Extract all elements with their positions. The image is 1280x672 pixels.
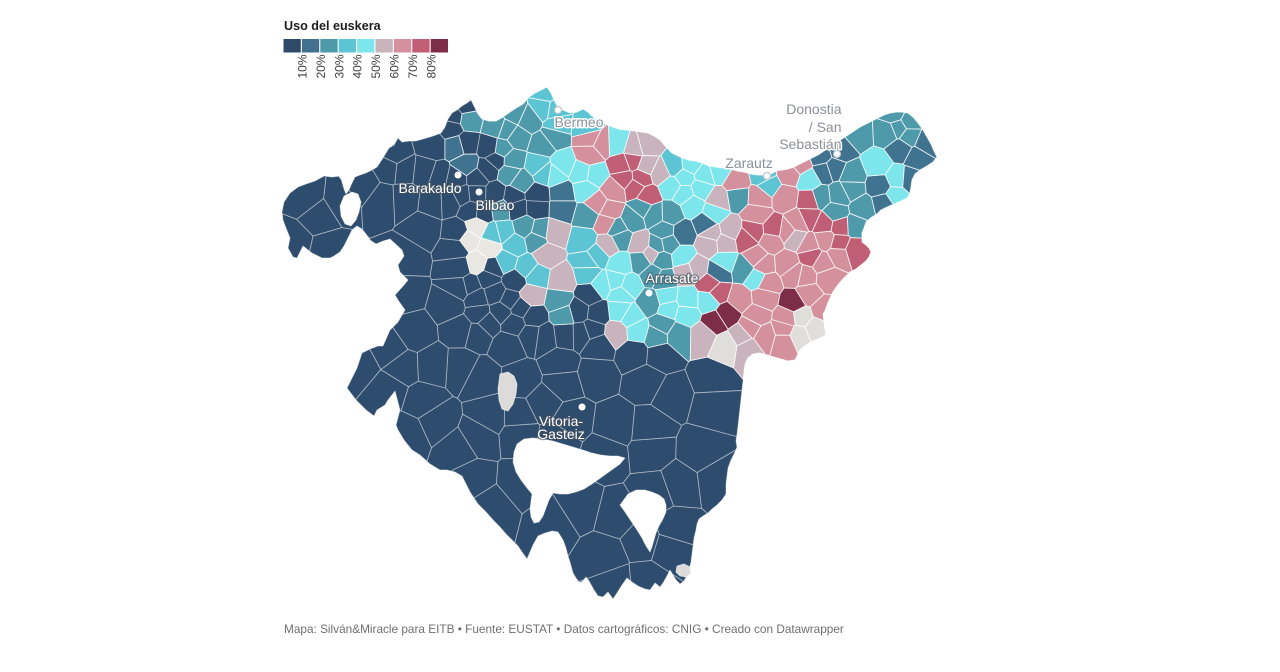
svg-text:40%: 40% [351, 54, 365, 78]
svg-text:Mapa: Silván&Miracle para EITB: Mapa: Silván&Miracle para EITB • Fuente:… [284, 622, 844, 636]
svg-text:Gasteiz: Gasteiz [537, 426, 584, 442]
svg-text:Arrasate: Arrasate [646, 270, 699, 286]
svg-text:Bermeo: Bermeo [554, 114, 603, 130]
svg-text:10%: 10% [296, 54, 310, 78]
svg-text:Sebastián: Sebastián [779, 136, 841, 152]
svg-text:Uso del euskera: Uso del euskera [284, 19, 382, 33]
svg-text:/ San: / San [809, 119, 842, 135]
svg-text:60%: 60% [388, 54, 402, 78]
svg-text:Barakaldo: Barakaldo [398, 180, 461, 196]
svg-text:70%: 70% [406, 54, 420, 78]
svg-text:30%: 30% [332, 54, 346, 78]
svg-text:Vitoria-: Vitoria- [539, 413, 583, 429]
svg-text:20%: 20% [314, 54, 328, 78]
svg-text:80%: 80% [424, 54, 438, 78]
svg-text:50%: 50% [369, 54, 383, 78]
svg-text:Donostia: Donostia [786, 101, 841, 117]
svg-text:Zarautz: Zarautz [725, 155, 772, 171]
svg-text:Bilbao: Bilbao [476, 197, 515, 213]
